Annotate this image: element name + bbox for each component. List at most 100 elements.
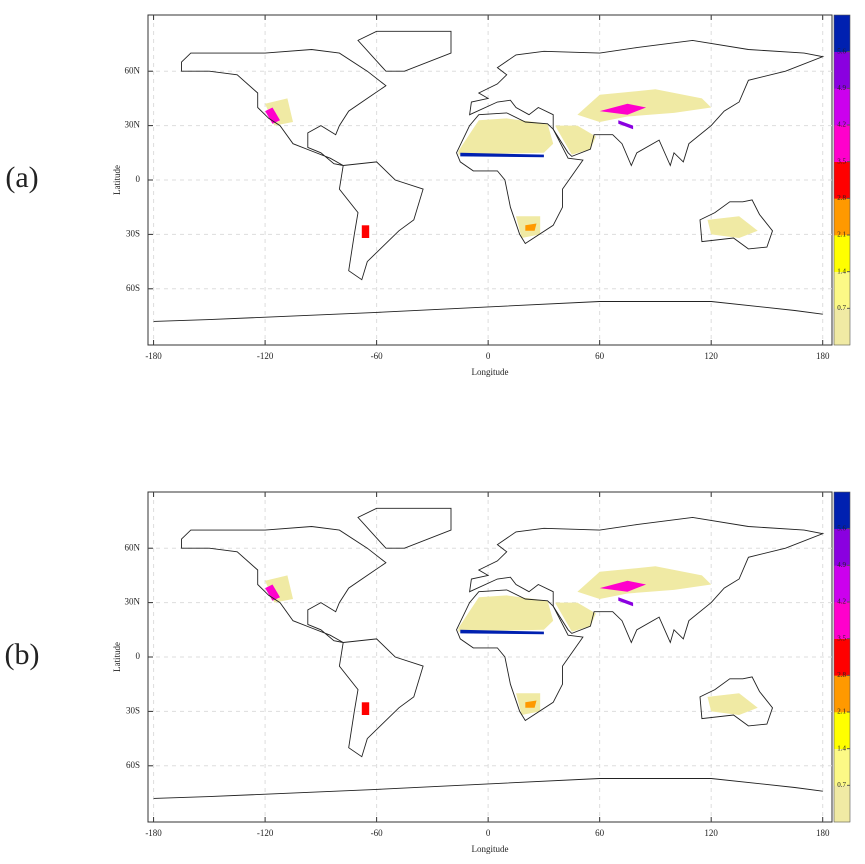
data-region bbox=[599, 580, 647, 592]
x-tick-label: 0 bbox=[486, 828, 491, 838]
map-panel: (b) -180 -120 -60 0 60 120 180 60N 30N 0 30S 60S Long… bbox=[5, 491, 851, 854]
colorbar-segment bbox=[834, 15, 850, 52]
colorbar-tick-label: 4.2 bbox=[837, 121, 846, 129]
x-tick-label: -180 bbox=[145, 828, 162, 838]
coastline bbox=[699, 199, 774, 250]
coastline bbox=[181, 49, 387, 166]
data-region bbox=[577, 566, 712, 599]
colorbar-tick-label: 1.4 bbox=[837, 267, 846, 275]
coastline bbox=[456, 112, 584, 245]
colorbar-tick-label: 2.1 bbox=[837, 708, 846, 716]
y-tick-label: 60S bbox=[126, 283, 140, 293]
colorbar-segment bbox=[834, 675, 850, 713]
data-region bbox=[618, 597, 634, 607]
data-region bbox=[361, 702, 370, 715]
colorbar-tick-label: 1.4 bbox=[837, 744, 846, 752]
colorbar-tick-label: 4.9 bbox=[837, 561, 846, 569]
data-region bbox=[460, 152, 544, 158]
colorbar-segment bbox=[834, 712, 850, 749]
colorbar-tick-label: 2.8 bbox=[837, 194, 846, 202]
colorbar-frame bbox=[833, 14, 851, 346]
data-region bbox=[265, 584, 280, 601]
map-panel: (a) -180 -120 -60 0 60 120 180 60N 30N 0 30S 60S Long… bbox=[5, 14, 851, 377]
colorbar-tick-label: 2.1 bbox=[837, 231, 846, 239]
coastline bbox=[357, 30, 452, 72]
data-region bbox=[577, 89, 712, 122]
coastline bbox=[153, 778, 823, 799]
data-region bbox=[599, 103, 647, 115]
x-tick-label: -120 bbox=[257, 828, 274, 838]
data-region bbox=[555, 602, 596, 632]
data-region bbox=[265, 107, 280, 124]
data-region bbox=[525, 700, 537, 708]
coastline bbox=[456, 589, 584, 722]
data-region bbox=[458, 595, 554, 632]
data-region bbox=[707, 216, 758, 238]
colorbar-tick-label: 4.2 bbox=[837, 598, 846, 606]
colorbar-segment bbox=[834, 51, 850, 89]
colorbar-segment bbox=[834, 785, 850, 823]
x-tick-label: -120 bbox=[257, 351, 274, 361]
y-tick-label: 0 bbox=[136, 651, 141, 661]
x-axis-label: Longitude bbox=[472, 844, 509, 854]
colorbar-frame bbox=[833, 491, 851, 823]
x-tick-label: 60 bbox=[595, 351, 605, 361]
colorbar-segment bbox=[834, 638, 850, 676]
colorbar-segment bbox=[834, 528, 850, 566]
coastline bbox=[469, 39, 825, 167]
colorbar-tick-label: 5.6 bbox=[837, 524, 846, 532]
coastline bbox=[338, 161, 424, 281]
colorbar-tick-label: 0.7 bbox=[837, 781, 846, 789]
x-tick-label: -60 bbox=[371, 828, 383, 838]
data-region bbox=[707, 693, 758, 715]
y-tick-label: 30N bbox=[125, 597, 141, 607]
coastline bbox=[469, 516, 825, 644]
map-frame bbox=[147, 14, 833, 346]
colorbar-segment bbox=[834, 271, 850, 309]
x-tick-label: 180 bbox=[816, 828, 830, 838]
data-region bbox=[458, 118, 554, 155]
colorbar-tick-label: 5.6 bbox=[837, 47, 846, 55]
coastline bbox=[338, 638, 424, 758]
x-tick-label: -60 bbox=[371, 351, 383, 361]
colorbar-tick-label: 3.5 bbox=[837, 157, 846, 165]
y-tick-label: 60S bbox=[126, 760, 140, 770]
panel-label: (a) bbox=[5, 161, 38, 194]
data-region bbox=[460, 629, 544, 635]
x-tick-label: 120 bbox=[704, 351, 718, 361]
colorbar-segment bbox=[834, 492, 850, 529]
coastline bbox=[153, 301, 823, 322]
coastline bbox=[181, 526, 387, 643]
x-tick-label: 0 bbox=[486, 351, 491, 361]
y-tick-label: 60N bbox=[125, 542, 141, 552]
colorbar-segment bbox=[834, 198, 850, 236]
colorbar-tick-label: 0.7 bbox=[837, 304, 846, 312]
data-region bbox=[525, 223, 537, 231]
data-region bbox=[555, 125, 596, 155]
colorbar-tick-label: 2.8 bbox=[837, 671, 846, 679]
colorbar-tick-label: 3.5 bbox=[837, 634, 846, 642]
x-tick-label: 120 bbox=[704, 828, 718, 838]
colorbar-tick-label: 4.9 bbox=[837, 84, 846, 92]
x-tick-label: 60 bbox=[595, 828, 605, 838]
data-region bbox=[361, 225, 370, 238]
colorbar-segment bbox=[834, 125, 850, 162]
y-tick-label: 30S bbox=[126, 228, 140, 238]
colorbar-segment bbox=[834, 565, 850, 603]
panel-label: (b) bbox=[5, 638, 40, 671]
y-tick-label: 0 bbox=[136, 174, 141, 184]
x-axis-label: Longitude bbox=[472, 367, 509, 377]
data-region bbox=[618, 120, 634, 130]
y-tick-label: 60N bbox=[125, 65, 141, 75]
colorbar-segment bbox=[834, 602, 850, 639]
colorbar-segment bbox=[834, 161, 850, 199]
y-axis-label: Latitude bbox=[112, 642, 122, 672]
coastline bbox=[699, 676, 774, 727]
y-tick-label: 30N bbox=[125, 120, 141, 130]
y-tick-label: 30S bbox=[126, 705, 140, 715]
colorbar-segment bbox=[834, 748, 850, 786]
colorbar-segment bbox=[834, 88, 850, 126]
x-tick-label: -180 bbox=[145, 351, 162, 361]
x-tick-label: 180 bbox=[816, 351, 830, 361]
